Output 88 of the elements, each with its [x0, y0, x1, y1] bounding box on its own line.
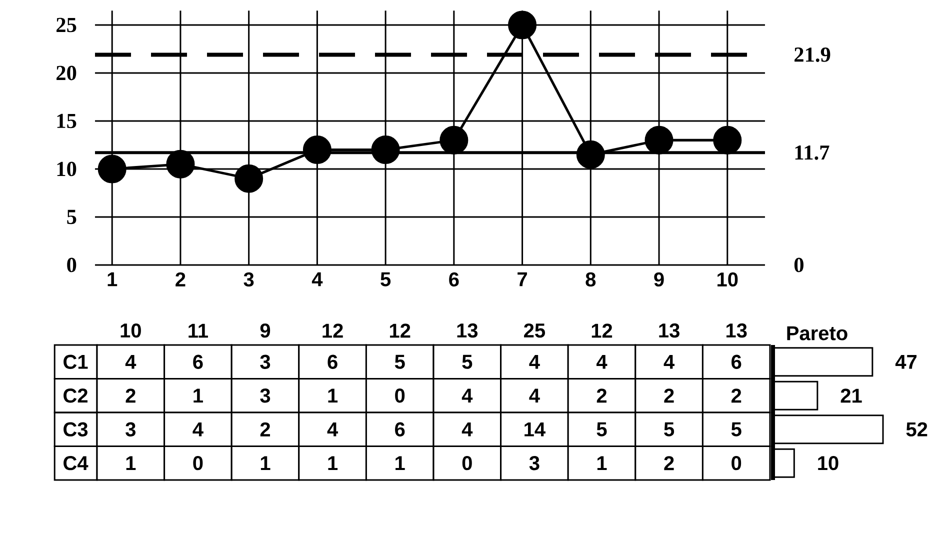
y-tick-label: 0 [67, 258, 76, 272]
ref-line-label: 21.9 [794, 48, 830, 62]
data-label: 5 [462, 354, 472, 369]
data-label: 2 [596, 388, 606, 403]
data-label: 4 [462, 388, 473, 402]
x-tick-label: 10 [718, 272, 738, 287]
data-label: 6 [328, 354, 338, 369]
data-label: 0 [193, 456, 203, 470]
x-tick-label: 4 [312, 272, 323, 286]
y-tick-label: 25 [56, 18, 76, 32]
x-tick-label: 12 [322, 324, 343, 338]
point [166, 150, 195, 178]
x-tick-label: 6 [449, 272, 459, 287]
point [713, 126, 742, 154]
point [644, 126, 674, 154]
data-label: 6 [395, 422, 405, 436]
data-label: 1 [194, 388, 203, 402]
data-label: 6 [193, 354, 203, 369]
data-label: 1 [328, 388, 338, 402]
data-label: 0 [462, 456, 472, 470]
x-tick-label: 25 [524, 323, 546, 338]
data-label: 3 [126, 422, 136, 436]
point [371, 136, 400, 164]
data-label: 1 [396, 456, 405, 470]
x-tick-label: 12 [390, 324, 410, 338]
data-label: 3 [260, 354, 270, 369]
data-label: 1 [260, 456, 270, 470]
data-label: 0 [732, 456, 742, 470]
data-label: 14 [524, 422, 546, 436]
data-label: 4 [327, 422, 338, 436]
data-label: 4 [462, 422, 473, 436]
data-label: 10 [818, 456, 838, 470]
point [234, 164, 264, 193]
y-tick-label: 20 [56, 66, 76, 80]
data-label: 1 [597, 456, 607, 470]
y-tick-label: C3 [64, 422, 88, 436]
y-tick-label: 5 [67, 210, 76, 224]
data-label: 2 [126, 388, 136, 403]
point [508, 10, 537, 40]
x-tick-label: 5 [380, 272, 391, 286]
x-tick-label: 8 [586, 272, 596, 287]
ref-line-label: 11.7 [795, 145, 830, 160]
y-tick-label: C1 [64, 354, 88, 369]
data-label: 1 [328, 456, 338, 470]
x-tick-label: 12 [592, 324, 612, 338]
data-label: 4 [664, 354, 675, 369]
x-tick-label: 1 [108, 272, 118, 286]
y-tick-label: 15 [57, 114, 76, 128]
x-tick-label: 13 [457, 323, 478, 338]
x-tick-label: 3 [244, 272, 254, 287]
data-label: 3 [529, 456, 540, 470]
x-tick-label: 7 [518, 272, 527, 286]
y-tick-label: C2 [64, 388, 88, 403]
data-label: 2 [664, 388, 674, 403]
data-label: 0 [395, 388, 405, 403]
data-label: 4 [192, 422, 204, 436]
x-tick-label: 13 [659, 323, 680, 338]
data-label: 5 [394, 354, 405, 369]
chart-title: Pareto [787, 326, 848, 340]
x-tick-label: 13 [726, 323, 747, 338]
x-tick-label: 11 [188, 324, 208, 338]
y-tick-label: 10 [57, 162, 76, 176]
data-label: 2 [664, 456, 674, 470]
data-label: 47 [895, 354, 916, 369]
point [440, 126, 468, 154]
data-label: 2 [731, 388, 742, 403]
data-label: 4 [596, 354, 608, 369]
point [576, 140, 605, 169]
data-label: 4 [125, 354, 136, 369]
data-label: 4 [529, 354, 540, 369]
data-label: 21 [840, 388, 862, 403]
point [98, 154, 126, 184]
x-tick-label: 10 [120, 323, 141, 338]
text: 0 [794, 258, 804, 272]
x-tick-label: 9 [654, 272, 664, 287]
data-label: 6 [732, 354, 742, 369]
data-label: 1 [126, 456, 136, 470]
data-label: 52 [906, 422, 928, 436]
x-tick-label: 2 [176, 272, 186, 286]
data-label: 4 [529, 388, 540, 402]
data-label: 5 [664, 422, 674, 436]
data-label: 5 [596, 422, 607, 436]
data-label: 3 [260, 388, 270, 403]
y-tick-label: C4 [64, 456, 88, 470]
data-label: 2 [260, 422, 270, 436]
data-label: 5 [731, 422, 742, 436]
x-tick-label: 9 [260, 323, 270, 338]
point [302, 136, 332, 164]
